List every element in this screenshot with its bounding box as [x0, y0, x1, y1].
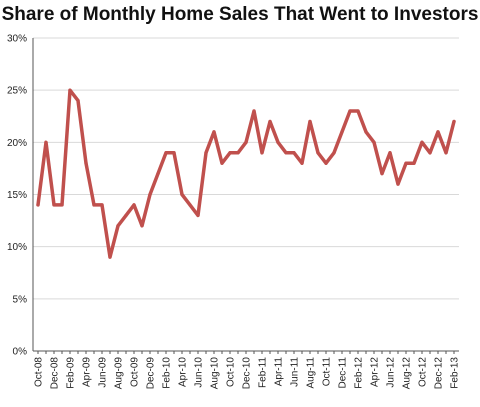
- y-axis-ticks: 0% 5% 10% 15% 20% 25% 30%: [7, 34, 27, 358]
- x-tick-label: Apr-12: [370, 357, 381, 387]
- data-point: [172, 151, 176, 155]
- x-tick-label: Feb-10: [162, 357, 173, 389]
- y-tick-label: 15%: [7, 190, 27, 201]
- x-tick-label: Jun-11: [290, 357, 301, 387]
- data-point: [348, 109, 352, 113]
- x-tick-label: Feb-12: [354, 357, 365, 389]
- x-tick-label: Dec-10: [242, 357, 253, 390]
- data-point: [180, 192, 184, 197]
- y-tick-label: 25%: [7, 86, 27, 97]
- x-tick-label: Oct-10: [226, 357, 237, 387]
- y-tick-label: 20%: [7, 138, 27, 149]
- data-point: [68, 88, 72, 92]
- chart-title: Share of Monthly Home Sales That Went to…: [1, 4, 479, 25]
- data-point: [364, 130, 368, 134]
- x-axis-ticks: Oct-08 Dec-08 Feb-09 Apr-09 Jun-09 Aug-09 Oct-…: [34, 351, 461, 389]
- data-point: [44, 140, 48, 144]
- x-tick-label: Dec-08: [50, 357, 61, 390]
- data-point: [52, 203, 56, 207]
- x-tick-label: Dec-09: [146, 357, 157, 390]
- data-point: [116, 224, 120, 228]
- data-point: [244, 140, 248, 144]
- y-tick-label: 0%: [13, 347, 28, 358]
- data-point: [156, 172, 160, 176]
- data-point: [420, 140, 424, 144]
- data-point: [164, 151, 168, 155]
- x-tick-label: Oct-08: [34, 357, 45, 387]
- data-point: [60, 203, 64, 207]
- data-point: [196, 213, 200, 217]
- x-tick-label: Oct-11: [322, 357, 333, 387]
- y-tick-label: 10%: [7, 242, 27, 253]
- data-point: [284, 151, 288, 155]
- x-tick-label: Jun-09: [98, 357, 109, 388]
- x-tick-label: Feb-11: [258, 357, 269, 388]
- x-tick-label: Aug-09: [114, 357, 125, 390]
- data-point: [220, 161, 224, 165]
- data-point: [276, 140, 280, 144]
- data-point: [84, 161, 88, 165]
- series-layer: [36, 88, 456, 259]
- data-point: [188, 203, 192, 207]
- data-point: [356, 109, 360, 113]
- y-tick-label: 5%: [13, 294, 28, 305]
- data-point: [412, 161, 416, 165]
- x-tick-label: Feb-13: [450, 357, 461, 389]
- data-point: [252, 109, 256, 113]
- data-point: [108, 255, 112, 259]
- data-point: [292, 151, 296, 155]
- data-point: [260, 151, 264, 155]
- x-tick-label: Aug-11: [306, 357, 317, 389]
- data-point: [340, 130, 344, 134]
- data-point: [228, 151, 232, 155]
- data-point: [380, 172, 384, 176]
- x-tick-label: Apr-10: [178, 357, 189, 387]
- data-point: [132, 203, 136, 207]
- data-point: [124, 213, 128, 217]
- x-tick-label: Dec-11: [338, 357, 349, 389]
- data-point: [308, 119, 312, 124]
- data-point: [92, 203, 96, 207]
- data-point: [332, 151, 336, 155]
- x-tick-label: Aug-10: [210, 357, 221, 390]
- x-tick-label: Oct-09: [130, 357, 141, 387]
- x-tick-label: Jun-10: [194, 357, 205, 388]
- data-point: [404, 161, 408, 165]
- data-point: [236, 151, 240, 155]
- data-point: [212, 130, 216, 134]
- x-tick-label: Aug-12: [402, 357, 413, 390]
- data-point: [372, 140, 376, 144]
- x-tick-label: Oct-12: [418, 357, 429, 387]
- data-point: [148, 192, 152, 197]
- data-point: [324, 161, 328, 165]
- data-point: [204, 151, 208, 155]
- x-tick-label: Dec-12: [434, 357, 445, 390]
- data-point: [396, 182, 400, 186]
- data-point: [444, 151, 448, 155]
- data-point: [268, 119, 272, 124]
- data-point: [316, 151, 320, 155]
- data-point: [300, 161, 304, 165]
- data-point: [452, 119, 456, 124]
- data-point: [428, 151, 432, 155]
- x-tick-label: Jun-12: [386, 357, 397, 388]
- data-point: [436, 130, 440, 134]
- x-tick-label: Feb-09: [66, 357, 77, 389]
- x-tick-label: Apr-11: [274, 357, 285, 387]
- data-point: [140, 224, 144, 228]
- x-tick-label: Apr-09: [82, 357, 93, 387]
- y-tick-label: 30%: [7, 34, 27, 45]
- data-point: [36, 203, 40, 207]
- series-line: [36, 88, 456, 259]
- data-point: [100, 203, 104, 207]
- data-point: [76, 99, 80, 103]
- data-point: [388, 151, 392, 155]
